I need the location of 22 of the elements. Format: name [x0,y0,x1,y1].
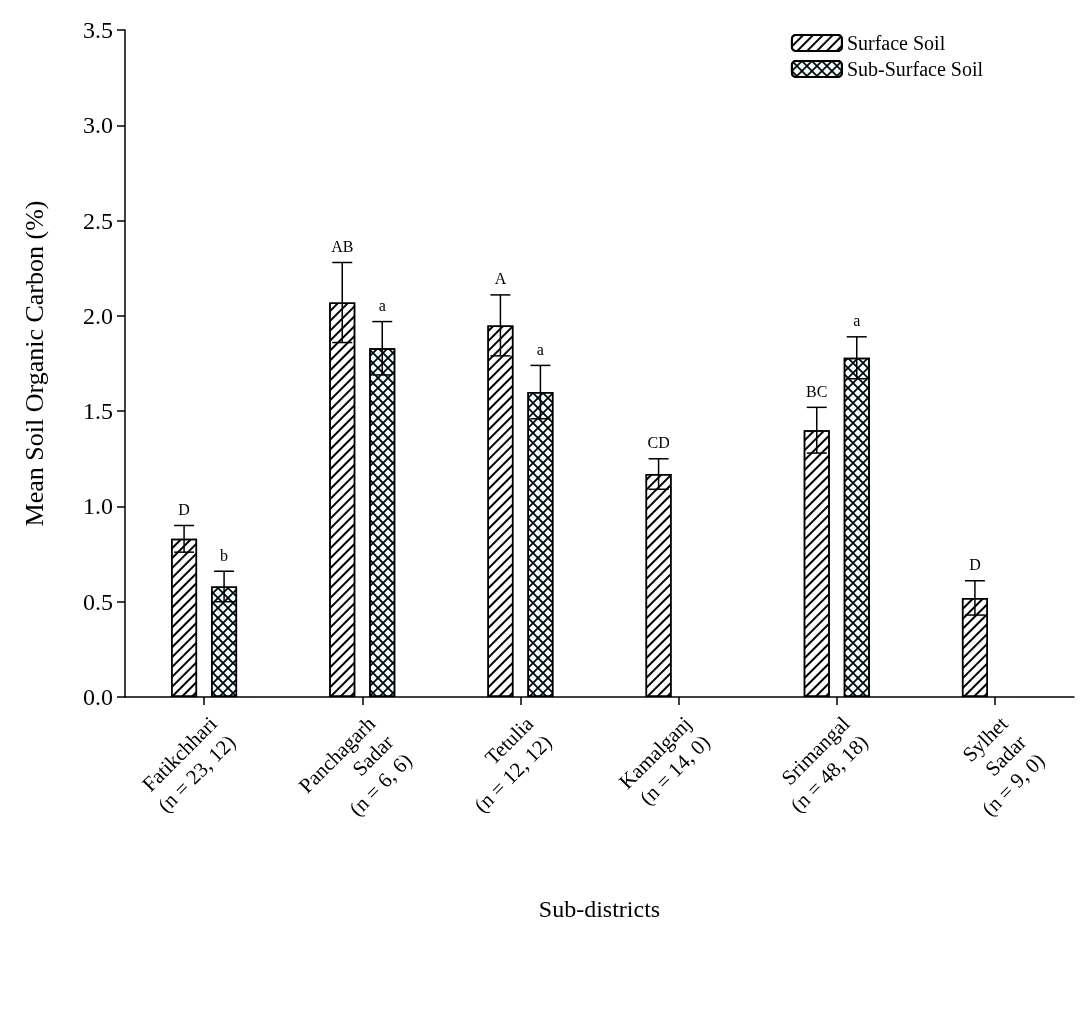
legend-label: Surface Soil [846,32,946,54]
y-tick-label: 2.0 [83,302,113,329]
data-label: a [378,297,386,315]
y-tick-label: 0.5 [83,588,113,615]
data-label: AB [331,238,354,255]
y-axis-title: Mean Soil Organic Carbon (%) [19,200,49,527]
data-label: D [178,500,190,518]
legend-label: Sub-Surface Soil [846,58,984,80]
y-tick-label: 2.5 [83,207,113,234]
data-label: A [494,270,507,288]
y-tick-label: 0.0 [83,684,113,710]
data-label: b [220,546,229,564]
data-label: BC [806,382,828,400]
y-tick-label: 1.0 [83,493,113,520]
data-label: a [536,340,544,358]
data-label: a [853,312,861,330]
data-label: D [969,556,981,574]
y-tick-label: 3.0 [83,112,113,139]
data-label: CD [647,434,670,452]
y-tick-label: 1.5 [83,398,113,425]
x-axis-title: Sub-districts [538,896,661,922]
y-tick-label: 3.5 [83,17,113,43]
